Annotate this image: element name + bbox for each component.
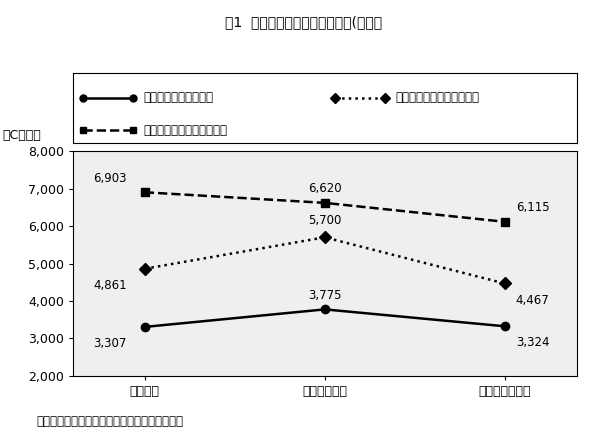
Line: 中間管理職（課長クラス）: 中間管理職（課長クラス） [141, 188, 509, 226]
ワーカー（一般工職） [501, 324, 508, 329]
Text: （Cドル）: （Cドル） [2, 129, 41, 142]
Text: 6,620: 6,620 [308, 182, 342, 195]
エンジニア（中堅技術者） [321, 235, 328, 240]
中間管理職（課長クラス） [141, 190, 149, 195]
Text: 3,307: 3,307 [93, 337, 127, 350]
Text: 図1  製造業の都市別職種別賃金(月額）: 図1 製造業の都市別職種別賃金(月額） [225, 15, 382, 29]
中間管理職（課長クラス） [321, 200, 328, 206]
Text: エンジニア（中堅技術者）: エンジニア（中堅技術者） [395, 91, 480, 104]
Text: 中間管理職（課長クラス）: 中間管理職（課長クラス） [143, 124, 228, 137]
エンジニア（中堅技術者） [501, 281, 508, 286]
Line: エンジニア（中堅技術者）: エンジニア（中堅技術者） [141, 233, 509, 288]
Text: （出所）ジェトロ「投資関連コスト比較調査」: （出所）ジェトロ「投資関連コスト比較調査」 [36, 415, 183, 428]
ワーカー（一般工職） [141, 324, 149, 330]
Text: 5,700: 5,700 [308, 214, 341, 227]
中間管理職（課長クラス） [501, 219, 508, 224]
エンジニア（中堅技術者） [141, 266, 149, 271]
Text: 3,775: 3,775 [308, 289, 342, 302]
Text: 6,115: 6,115 [515, 201, 549, 214]
Text: 3,324: 3,324 [516, 337, 549, 349]
ワーカー（一般工職） [321, 307, 328, 312]
Text: ワーカー（一般工職）: ワーカー（一般工職） [143, 91, 214, 104]
Text: 4,467: 4,467 [515, 294, 549, 307]
Text: 4,861: 4,861 [93, 279, 127, 292]
Text: 6,903: 6,903 [93, 172, 127, 185]
Line: ワーカー（一般工職）: ワーカー（一般工職） [141, 305, 509, 331]
